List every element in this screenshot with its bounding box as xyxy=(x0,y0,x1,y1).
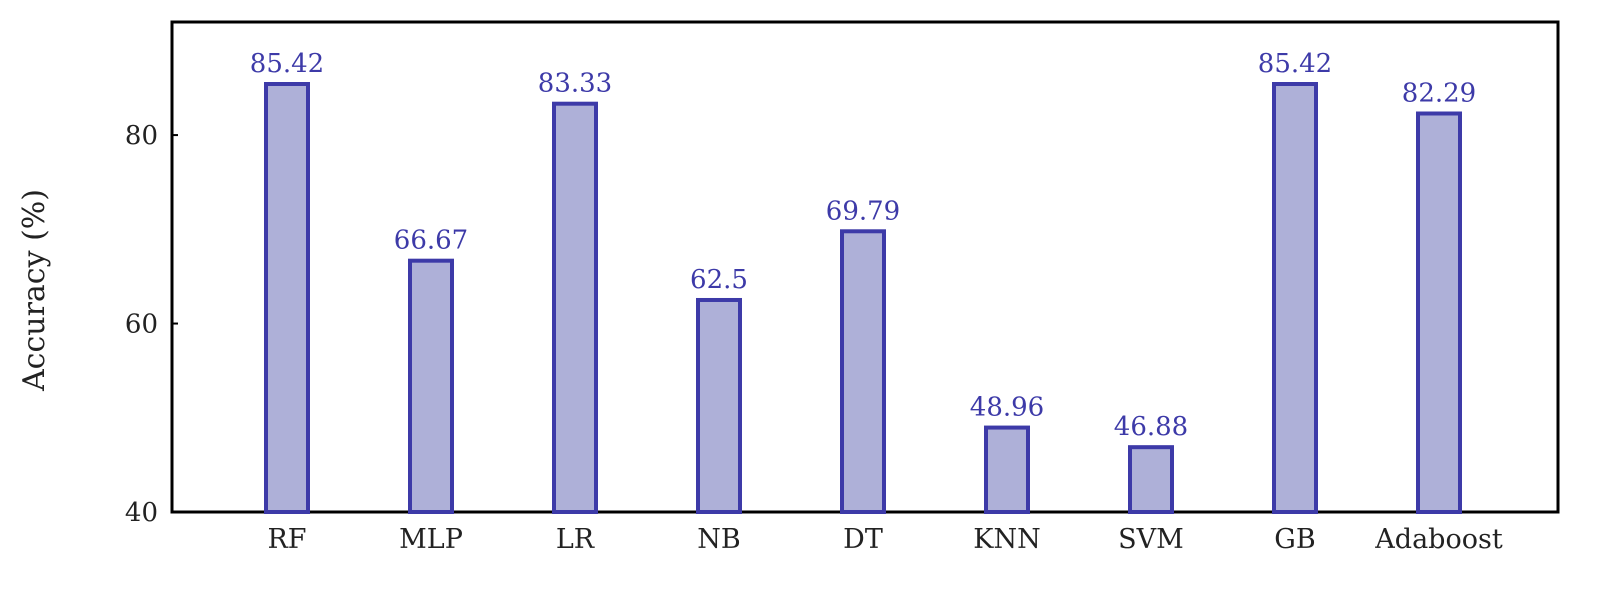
data-label-adaboost: 82.29 xyxy=(1402,78,1476,108)
data-label-knn: 48.96 xyxy=(970,393,1044,423)
y-tick-label-40: 40 xyxy=(125,498,158,528)
x-tick-label-nb: NB xyxy=(697,524,740,555)
bars xyxy=(264,82,1462,515)
bar-mlp xyxy=(408,258,454,514)
bar-svm xyxy=(1128,445,1174,514)
x-axis-categories: RF MLP LR NB DT KNN SVM GB Adaboost xyxy=(267,524,1502,555)
x-tick-label-mlp: MLP xyxy=(399,524,463,555)
x-tick-label-svm: SVM xyxy=(1118,524,1184,555)
data-label-gb: 85.42 xyxy=(1258,49,1332,79)
bar-rf xyxy=(264,82,310,514)
data-label-dt: 69.79 xyxy=(826,196,900,226)
data-label-rf: 85.42 xyxy=(250,49,324,79)
bar-knn xyxy=(984,425,1030,515)
bar-adaboost xyxy=(1416,111,1462,514)
x-tick-label-dt: DT xyxy=(843,524,883,555)
x-tick-label-knn: KNN xyxy=(973,524,1040,555)
bar-dt xyxy=(840,229,886,515)
data-label-nb: 62.5 xyxy=(690,265,748,295)
x-tick-label-adaboost: Adaboost xyxy=(1374,524,1503,555)
y-tick-label-60: 60 xyxy=(125,310,158,340)
x-tick-label-gb: GB xyxy=(1274,524,1315,555)
y-tick-label-80: 80 xyxy=(125,121,158,151)
x-tick-label-rf: RF xyxy=(267,524,306,555)
data-labels: 85.42 66.67 83.33 62.5 69.79 48.96 46.88 85.42 8… xyxy=(250,49,1476,442)
x-tick-label-lr: LR xyxy=(556,524,595,555)
bar-gb xyxy=(1272,82,1318,514)
y-axis-label: Accuracy (%) xyxy=(17,189,52,392)
y-axis-ticks: 40 60 80 xyxy=(125,121,178,528)
data-label-lr: 83.33 xyxy=(538,69,612,99)
bar-lr xyxy=(552,101,598,514)
bar-nb xyxy=(696,297,742,514)
data-label-mlp: 66.67 xyxy=(394,226,468,256)
data-label-svm: 46.88 xyxy=(1114,412,1188,442)
